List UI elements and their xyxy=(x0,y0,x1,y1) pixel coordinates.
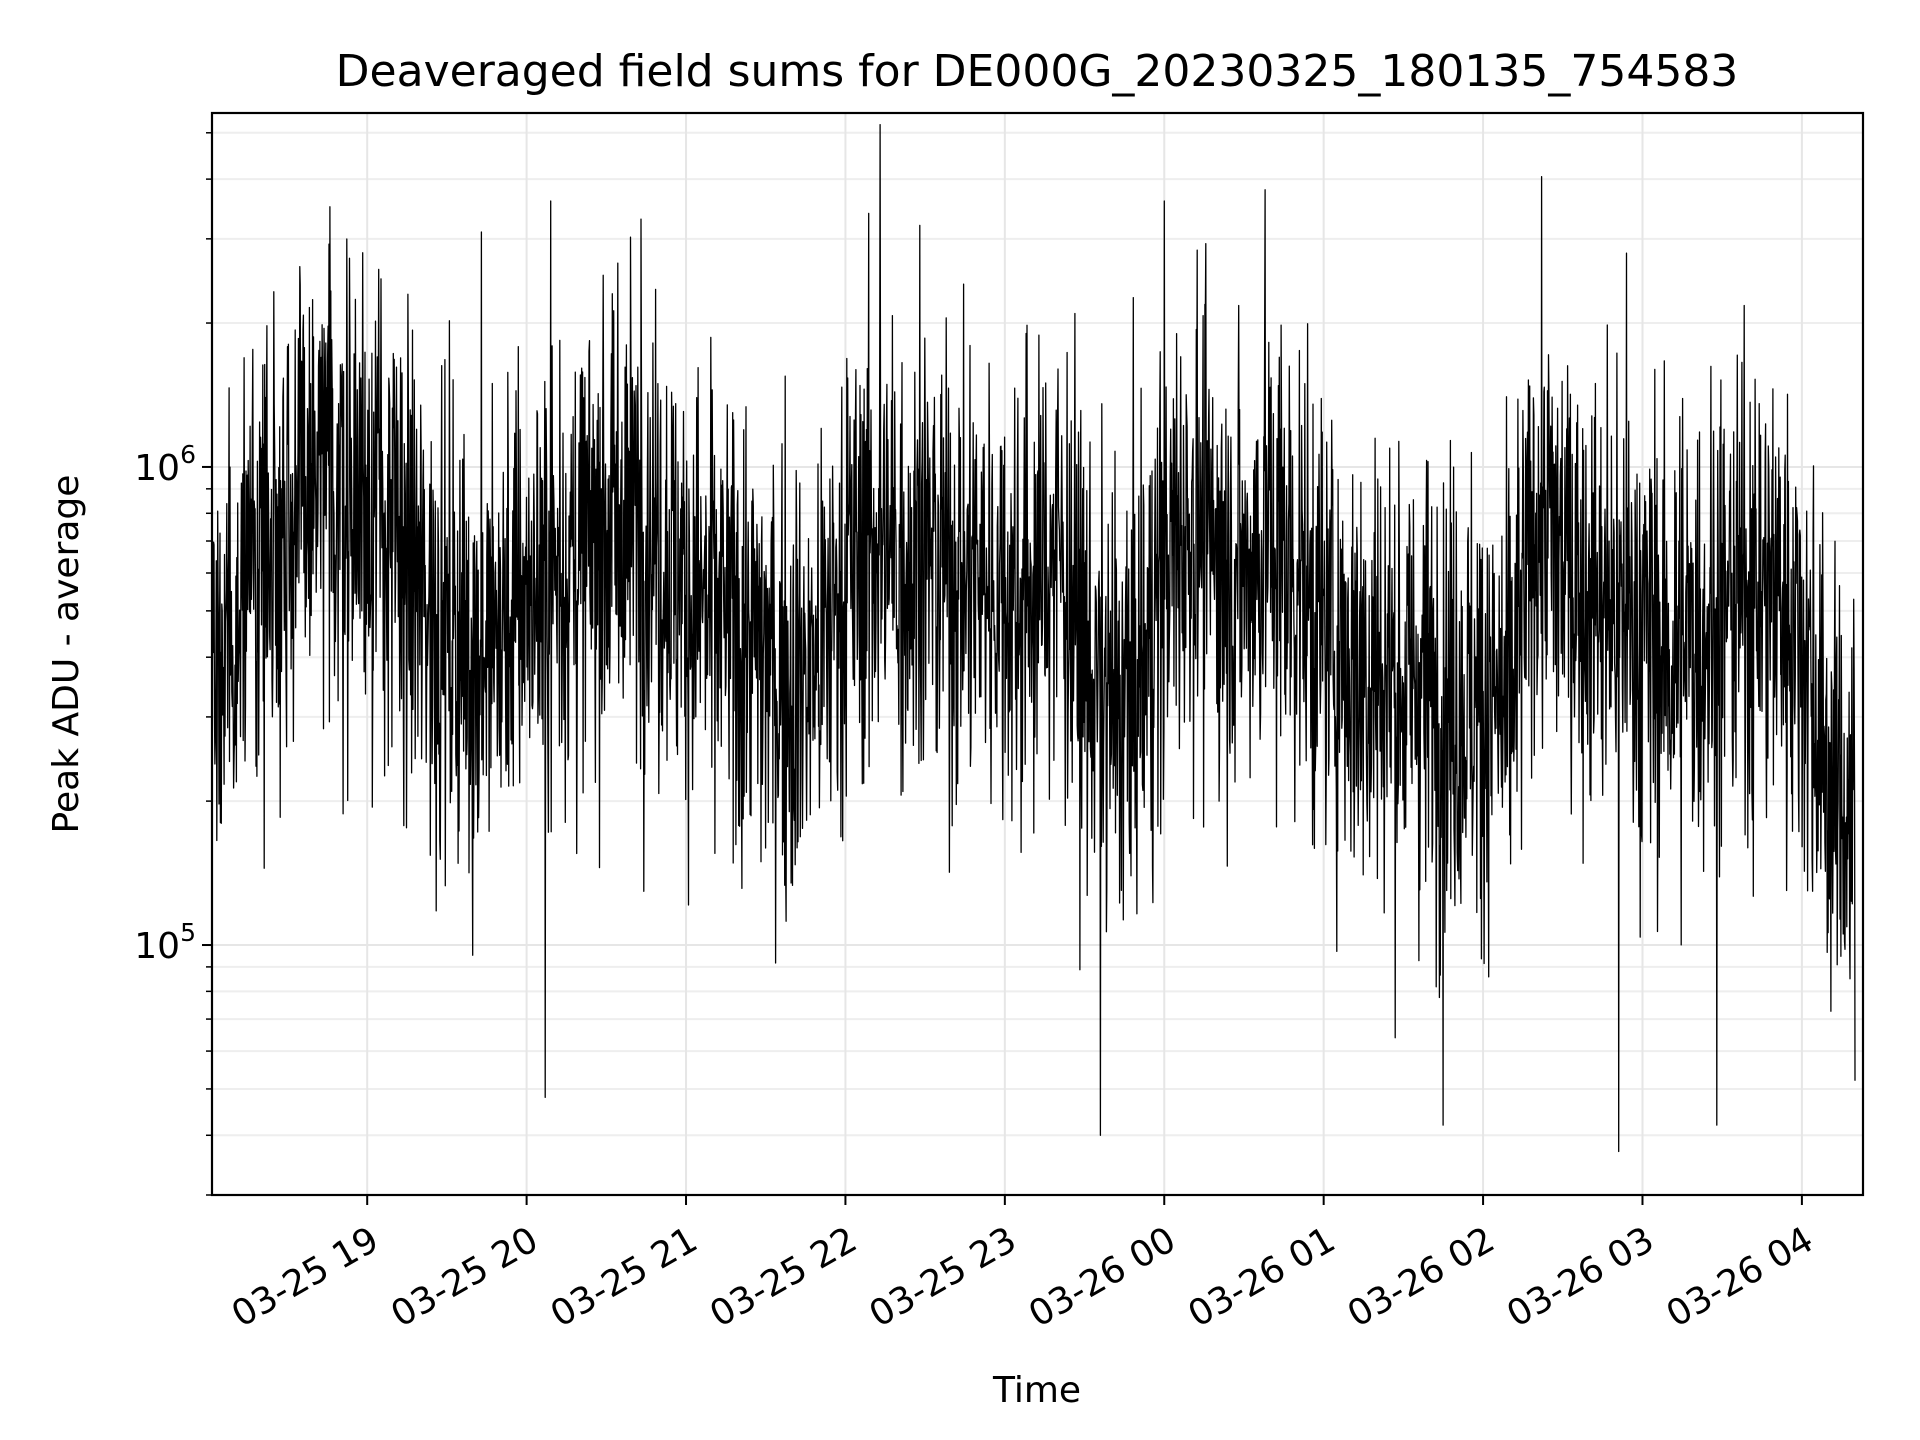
y-tick-label: 106 xyxy=(134,440,196,489)
chart-title: Deaveraged field sums for DE000G_2023032… xyxy=(336,46,1739,97)
y-tick-exponent: 5 xyxy=(180,918,196,947)
y-tick-base: 10 xyxy=(134,448,180,489)
y-tick-base: 10 xyxy=(134,926,180,967)
plot-frame xyxy=(210,111,1865,1197)
series-line xyxy=(212,123,1856,1153)
y-tick-exponent: 6 xyxy=(180,440,196,469)
x-axis-label: Time xyxy=(992,1370,1081,1411)
series-layer xyxy=(212,123,1856,1153)
y-tick-label: 105 xyxy=(134,918,196,967)
y-axis-label: Peak ADU - average xyxy=(46,475,87,834)
